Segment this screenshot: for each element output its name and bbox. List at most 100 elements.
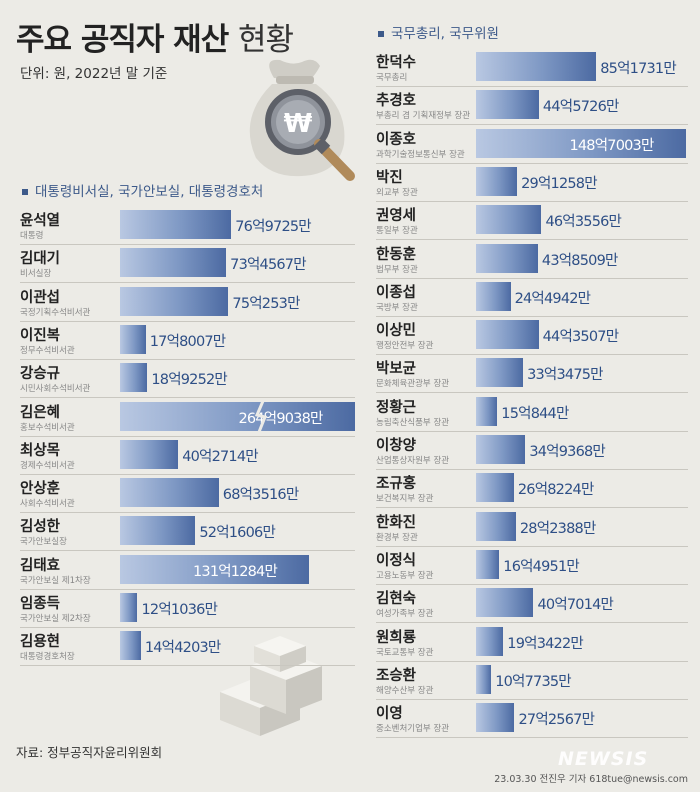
person-role: 홍보수석비서관	[20, 422, 75, 433]
person-name: 권영세	[376, 208, 417, 225]
axis-break-icon	[254, 400, 268, 432]
value-bar	[120, 324, 146, 354]
bar-row: 강승규 시민사회수석비서관 18억9252만	[20, 361, 355, 399]
person-name: 추경호	[376, 93, 417, 110]
person-role: 대통령	[20, 231, 44, 241]
row-divider	[376, 162, 688, 164]
person-name: 이진복	[20, 327, 61, 344]
value-bar	[476, 243, 538, 273]
value-bar	[476, 626, 504, 656]
bar-row: 임종득 국가안보실 제2차장 12억1036만	[20, 591, 355, 628]
bar-row: 김태효 국가안보실 제1차장 131억1284만	[20, 553, 355, 590]
person-name: 이창양	[376, 438, 417, 454]
value-bar	[476, 435, 526, 464]
bar-row: 안상훈 사회수석비서관 68억3516만	[20, 476, 355, 514]
section-left-heading: 대통령비서실, 국가안보실, 대통령경호처	[22, 180, 263, 200]
bar-row: 김은혜 홍보수석비서관 264억9038만	[20, 400, 355, 437]
credit-line: 23.03.30 전진우 기자 618tue@newsis.com	[494, 774, 688, 785]
value-bar	[476, 358, 524, 388]
person-role: 해양수산부 장관	[376, 685, 434, 696]
person-name: 이종호	[376, 131, 417, 148]
value-label: 73억4567만	[230, 257, 306, 274]
value-bar	[120, 286, 229, 316]
person-role: 행정안전부 장관	[376, 341, 434, 352]
person-name: 박보균	[376, 361, 417, 378]
value-bar	[120, 478, 219, 508]
person-name: 한화진	[376, 514, 417, 531]
bar-row: 이영 중소벤처기업부 장관 27억2567만	[376, 701, 688, 739]
person-role: 국가안보실장	[20, 537, 67, 548]
row-divider	[20, 435, 355, 437]
row-divider	[376, 660, 688, 662]
value-bar	[476, 205, 542, 235]
person-name: 강승규	[20, 366, 61, 383]
person-role: 여성가족부 장관	[376, 609, 434, 620]
row-divider	[20, 627, 355, 628]
person-name: 김성한	[20, 519, 61, 536]
person-name: 정황근	[376, 399, 417, 416]
value-bar	[120, 631, 141, 661]
value-label: 27억2567만	[518, 712, 595, 729]
unit-note: 단위: 원, 2022년 말 기준	[20, 66, 168, 82]
value-bar	[120, 248, 227, 278]
value-label: 85억1731만	[600, 61, 676, 77]
person-role: 부총리 겸 기획재정부 장관	[376, 111, 471, 122]
bullet-square-icon	[378, 31, 384, 37]
bar-row: 이종섭 국방부 장관 24억4942만	[376, 280, 688, 317]
value-bar	[120, 210, 232, 239]
person-role: 시민사회수석비서관	[20, 384, 91, 395]
value-bar	[476, 90, 539, 120]
person-name: 안상훈	[20, 481, 61, 498]
person-name: 한동훈	[376, 246, 417, 263]
person-role: 정무수석비서관	[20, 345, 75, 356]
bar-row: 권영세 통일부 장관 46억3556만	[376, 203, 688, 241]
person-role: 중소벤처기업부 장관	[376, 724, 450, 735]
bar-row: 박보균 문화체육관광부 장관 33억3475만	[376, 356, 688, 394]
person-name: 윤석열	[20, 213, 61, 229]
value-bar	[476, 473, 514, 503]
value-bar	[476, 588, 534, 618]
value-label: 44억5726만	[542, 99, 619, 116]
bar-row: 김용현 대통령경호처장 14억4203만	[20, 629, 355, 667]
bar-row: 원희룡 국토교통부 장관 19억3422만	[376, 625, 688, 662]
bar-row: 조규홍 보건복지부 장관 26억8224만	[376, 471, 688, 509]
value-label: 43억8509만	[541, 252, 618, 269]
person-role: 과학기술정보통신부 장관	[376, 149, 465, 160]
person-role: 법무부 장관	[376, 264, 418, 275]
value-bar	[120, 401, 355, 431]
row-divider	[20, 665, 355, 667]
person-role: 산업통상자원부 장관	[376, 456, 450, 466]
person-role: 대통령경호처장	[20, 652, 75, 663]
person-role: 사회수석비서관	[20, 499, 75, 510]
value-bar	[476, 52, 597, 81]
row-divider	[376, 86, 688, 87]
value-bar	[476, 703, 515, 733]
person-name: 김은혜	[20, 404, 61, 421]
bullet-square-icon	[22, 189, 28, 195]
person-role: 경제수석비서관	[20, 460, 75, 471]
row-divider	[20, 550, 355, 552]
person-name: 이종섭	[376, 284, 417, 301]
value-bar	[120, 363, 148, 393]
person-role: 국가안보실 제2차장	[20, 614, 91, 624]
row-divider	[376, 392, 688, 394]
person-name: 김태효	[20, 557, 61, 574]
value-bar	[476, 320, 539, 350]
row-divider	[376, 583, 688, 585]
bar-row: 추경호 부총리 겸 기획재정부 장관 44억5726만	[376, 88, 688, 126]
money-bag-magnifier-icon: ₩	[249, 59, 355, 181]
value-label: 131억1284만	[192, 563, 278, 580]
row-divider	[376, 622, 688, 624]
value-bar	[476, 511, 516, 541]
svg-text:₩: ₩	[284, 109, 313, 139]
person-name: 한덕수	[376, 55, 417, 71]
person-role: 통일부 장관	[376, 226, 418, 237]
bar-row: 조승환 해양수산부 장관 10억7735만	[376, 663, 688, 700]
bar-row: 김현숙 여성가족부 장관 40억7014만	[376, 586, 688, 624]
person-role: 문화체육관광부 장관	[376, 379, 450, 390]
value-label: 26억8224만	[517, 482, 594, 499]
value-label: 75억253만	[232, 295, 300, 312]
value-label: 44억3507만	[542, 329, 619, 346]
person-name: 원희룡	[376, 629, 417, 646]
person-role: 보건복지부 장관	[376, 494, 434, 505]
